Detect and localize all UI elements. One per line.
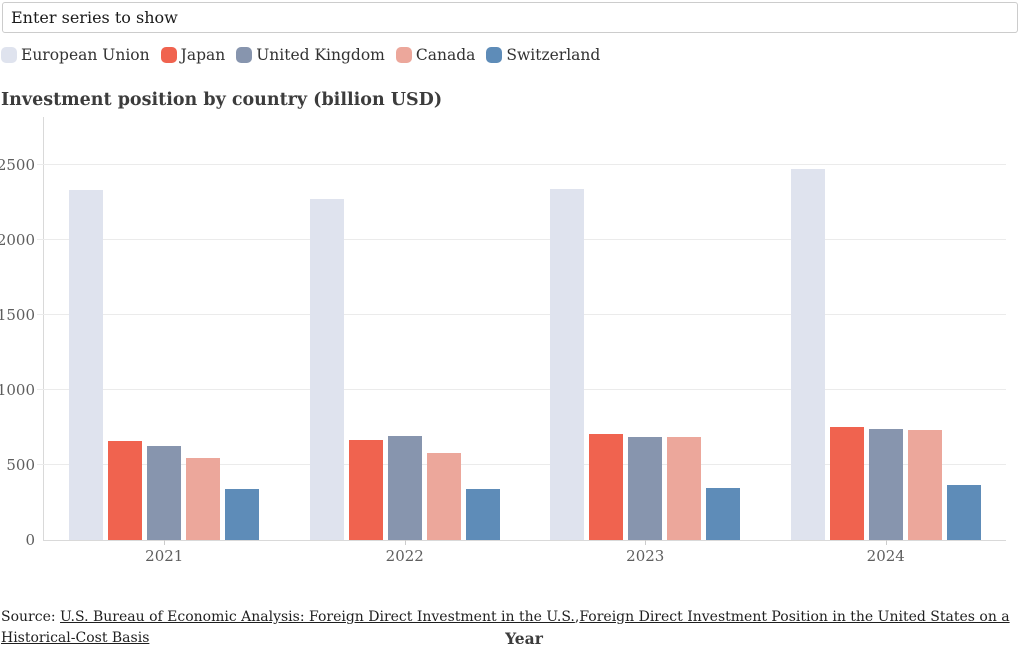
legend-label: Canada (415, 46, 476, 64)
y-tick-label: 2500 (0, 156, 35, 174)
bar (186, 457, 221, 540)
bar (348, 439, 383, 540)
x-tick (645, 540, 647, 545)
source-prefix: Source: (1, 608, 61, 625)
grid-line (37, 314, 1006, 315)
bar (550, 188, 585, 540)
source-separator: , (574, 608, 580, 625)
series-filter-input[interactable] (2, 2, 1018, 33)
bar (706, 487, 741, 540)
legend-item-united-kingdom[interactable]: United Kingdom (236, 46, 385, 64)
x-tick-label: 2023 (626, 547, 665, 565)
legend-item-switzerland[interactable]: Switzerland (486, 46, 600, 64)
bar (667, 437, 702, 540)
legend-item-japan[interactable]: Japan (160, 46, 226, 64)
x-tick (404, 540, 406, 545)
y-tick-label: 500 (6, 456, 35, 474)
series-filter-row (0, 0, 1020, 33)
y-tick-label: 1500 (0, 306, 35, 324)
bar (628, 436, 663, 540)
chart-title: Investment position by country (billion … (1, 90, 443, 110)
bar (829, 427, 864, 540)
plot-area: 0 500 1000 1500 2000 2500 2021 2022 2023 2024 (0, 117, 1006, 565)
bar (907, 429, 942, 540)
legend-swatch (395, 47, 412, 63)
y-tick-label: 2000 (0, 231, 35, 249)
x-tick-label: 2022 (385, 547, 424, 565)
bar (868, 428, 903, 540)
x-tick-label: 2024 (866, 547, 905, 565)
legend-item-canada[interactable]: Canada (395, 46, 476, 64)
legend-item-european-union[interactable]: European Union (1, 46, 150, 64)
grid-line (37, 389, 1006, 390)
bar (69, 190, 104, 540)
source-link[interactable]: U.S. Bureau of Economic Analysis: Foreig… (60, 608, 575, 625)
legend-swatch (160, 47, 177, 63)
legend-label: United Kingdom (256, 46, 385, 64)
bar (225, 488, 260, 540)
bar (589, 434, 624, 540)
x-tick (885, 540, 887, 545)
bar (946, 485, 981, 540)
x-axis-title: Year (505, 629, 543, 648)
source-note: Source: U.S. Bureau of Economic Analysis… (0, 607, 1017, 650)
grid-line (37, 239, 1006, 240)
legend-label: European Union (21, 46, 150, 64)
y-tick-label: 0 (25, 531, 35, 549)
bar (108, 441, 143, 540)
x-tick-label: 2021 (145, 547, 184, 565)
bar (387, 436, 422, 540)
legend-swatch (1, 47, 17, 63)
legend-label: Japan (180, 46, 226, 64)
x-tick (164, 540, 166, 545)
y-tick-label: 1000 (0, 381, 35, 399)
chart: 0 500 1000 1500 2000 2500 2021 2022 2023 2024 Yea… (0, 117, 1020, 648)
bar (790, 168, 825, 540)
bar (465, 489, 500, 540)
source-link[interactable]: Foreign Direct Investment Position in th… (1, 608, 1010, 647)
chart-legend: European Union Japan United Kingdom Canada S… (1, 46, 1020, 64)
legend-label: Switzerland (506, 46, 601, 64)
bar (309, 199, 344, 540)
grid-line (37, 464, 1006, 465)
legend-swatch (236, 47, 253, 63)
legend-swatch (486, 47, 503, 63)
grid-line (37, 164, 1006, 165)
bar (426, 453, 461, 540)
bar (147, 445, 182, 540)
